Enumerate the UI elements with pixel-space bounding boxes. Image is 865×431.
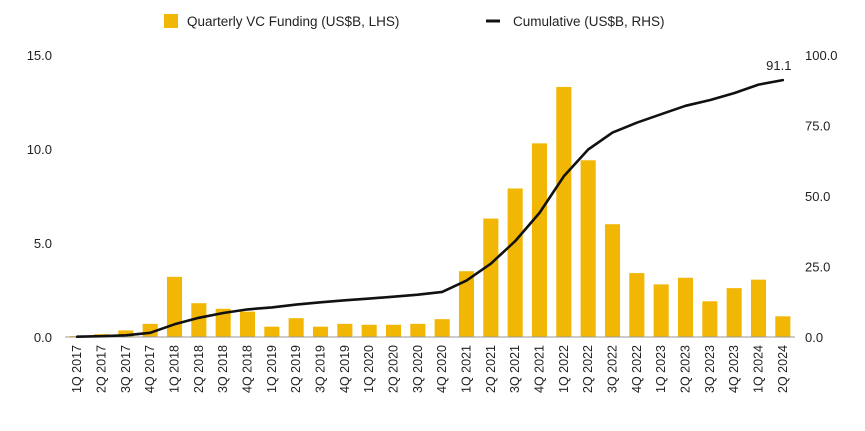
x-tick-label: 4Q 2019 [338,345,352,393]
right-tick-label: 0.0 [805,330,823,345]
x-tick-label: 2Q 2017 [95,345,109,393]
data-label: 91.1 [766,58,791,73]
x-tick-label: 4Q 2017 [143,345,157,393]
bar [580,160,596,337]
x-tick-label: 3Q 2023 [703,345,717,393]
bar [653,284,669,337]
bar [604,224,621,337]
x-tick-label: 3Q 2021 [508,345,522,393]
bar [434,319,450,337]
x-tick-label: 1Q 2018 [168,345,182,393]
x-tick-label: 4Q 2022 [630,345,644,393]
x-tick-label: 4Q 2023 [727,345,741,393]
line-series [75,78,785,339]
annotations: 91.1 [766,58,791,73]
x-tick-label: 1Q 2021 [460,345,474,393]
bar [531,143,548,337]
x-tick-label: 2Q 2018 [192,345,206,393]
x-axis: 1Q 2017 2Q 2017 3Q 2017 4Q 2017 1Q 2018 2Q 20… [70,345,790,393]
legend-label-quarterly-vc-funding: Quarterly VC Funding (US$B, LHS) [187,14,399,29]
x-tick-label: 2Q 2020 [387,345,401,393]
x-tick-label: 3Q 2018 [216,345,230,393]
x-tick-label: 2Q 2019 [289,345,303,393]
bar [702,301,718,337]
bar [239,311,256,337]
x-tick-label: 3Q 2017 [119,345,133,393]
bar [750,279,767,337]
right-tick-label: 25.0 [805,260,830,275]
bar [118,330,134,337]
left-tick-label: 0.0 [34,330,52,345]
bar [361,324,377,337]
legend-swatch-quarterly-vc-funding [164,14,178,28]
bar [556,86,572,338]
cumulative-line [75,78,785,339]
bar [312,326,329,337]
bar [215,308,231,337]
legend: Quarterly VC Funding (US$B, LHS) Cumulat… [164,14,665,29]
bar [166,276,183,337]
x-tick-label: 1Q 2024 [752,345,766,393]
x-tick-label: 4Q 2020 [435,345,449,393]
x-tick-label: 1Q 2020 [362,345,376,393]
x-tick-label: 4Q 2021 [533,345,547,393]
bar [191,303,207,337]
x-tick-label: 4Q 2018 [241,345,255,393]
right-axis: 0.0 25.0 50.0 75.0 100.0 [805,48,838,345]
bar [677,277,694,337]
bar [483,218,499,337]
bar [288,318,304,337]
bar [264,326,280,337]
bar [337,323,353,337]
bar [726,288,742,337]
legend-label-cumulative: Cumulative (US$B, RHS) [513,14,665,29]
x-tick-label: 2Q 2024 [776,345,790,393]
x-tick-label: 2Q 2021 [484,345,498,393]
bar [410,323,426,337]
left-tick-label: 15.0 [27,48,52,63]
left-tick-label: 10.0 [27,142,52,157]
bar [385,324,402,337]
bar [458,271,475,337]
x-tick-label: 3Q 2022 [606,345,620,393]
x-tick-label: 1Q 2019 [265,345,279,393]
right-tick-label: 50.0 [805,189,830,204]
bar-series [69,86,791,338]
x-tick-label: 1Q 2017 [70,345,84,393]
x-tick-label: 3Q 2019 [314,345,328,393]
right-tick-label: 75.0 [805,119,830,134]
x-tick-label: 3Q 2020 [411,345,425,393]
left-tick-label: 5.0 [34,236,52,251]
bar [775,316,791,337]
x-tick-label: 2Q 2023 [679,345,693,393]
bar [507,188,523,337]
x-tick-label: 2Q 2022 [581,345,595,393]
x-tick-label: 1Q 2022 [557,345,571,393]
bar [629,273,645,337]
left-axis: 0.0 5.0 10.0 15.0 [27,48,52,345]
right-tick-label: 100.0 [805,48,838,63]
x-tick-label: 1Q 2023 [654,345,668,393]
